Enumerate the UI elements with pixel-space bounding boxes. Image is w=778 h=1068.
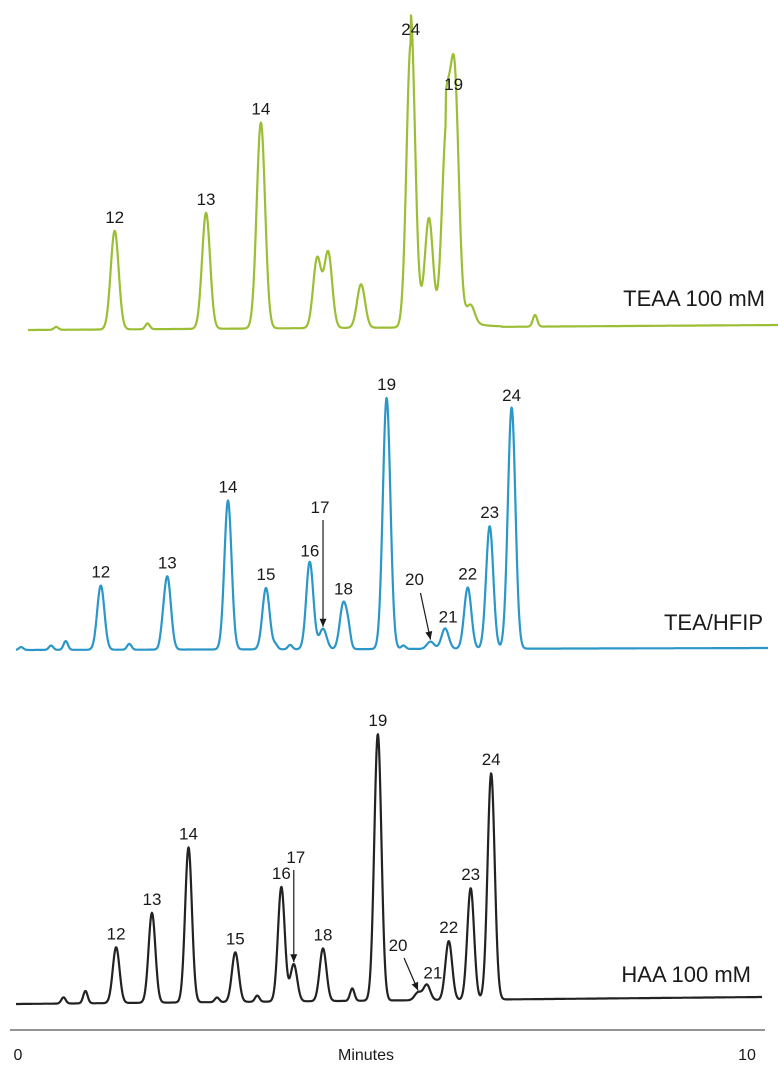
x-tick-label-end: 10	[738, 1047, 756, 1064]
peak-label-2-17: 17	[311, 498, 330, 517]
peak-label-3-16: 16	[272, 864, 291, 883]
trace-name-label-2: TEA/HFIP	[664, 610, 763, 635]
peak-label-2-19: 19	[377, 375, 396, 394]
peak-label-2-22: 22	[458, 564, 477, 583]
peak-label-3-22: 22	[439, 918, 458, 937]
peak-arrowhead-3-20	[411, 981, 419, 991]
peak-label-2-16: 16	[300, 542, 319, 561]
peak-label-3-24: 24	[482, 750, 501, 769]
peak-label-3-23: 23	[461, 865, 480, 884]
peak-label-1-14: 14	[251, 100, 270, 119]
peak-label-2-21: 21	[439, 607, 458, 626]
peak-label-3-18: 18	[314, 925, 333, 944]
peak-label-1-24: 24	[401, 20, 420, 39]
peak-label-2-13: 13	[158, 554, 177, 573]
peak-label-2-23: 23	[480, 503, 499, 522]
peak-label-3-14: 14	[179, 824, 198, 843]
x-axis-title: Minutes	[338, 1047, 394, 1064]
peak-label-3-15: 15	[226, 929, 245, 948]
peak-arrowhead-2-17	[319, 618, 327, 627]
peak-label-3-12: 12	[107, 924, 126, 943]
peak-label-3-19: 19	[368, 711, 387, 730]
peak-label-2-14: 14	[219, 478, 238, 497]
peak-label-2-18: 18	[334, 579, 353, 598]
trace-line-1	[27, 14, 778, 332]
peak-label-3-17: 17	[286, 848, 305, 867]
trace-line-3	[15, 733, 763, 1006]
peak-label-3-13: 13	[143, 890, 162, 909]
x-tick-label-start: 0	[14, 1047, 23, 1064]
peak-label-1-19: 19	[444, 75, 463, 94]
trace-name-label-1: TEAA 100 mM	[623, 286, 765, 311]
peak-label-2-12: 12	[91, 563, 110, 582]
peak-label-1-12: 12	[105, 208, 124, 227]
peak-arrowhead-2-20	[425, 631, 433, 640]
trace-name-label-3: HAA 100 mM	[621, 962, 751, 987]
peak-label-2-24: 24	[502, 386, 521, 405]
peak-label-2-15: 15	[257, 565, 276, 584]
peak-label-3-21: 21	[423, 964, 442, 983]
peak-label-1-13: 13	[197, 190, 216, 209]
peak-label-2-20: 20	[405, 570, 424, 589]
peak-label-3-20: 20	[389, 936, 408, 955]
trace-line-2	[15, 396, 769, 652]
peak-arrowhead-3-17	[290, 954, 298, 963]
